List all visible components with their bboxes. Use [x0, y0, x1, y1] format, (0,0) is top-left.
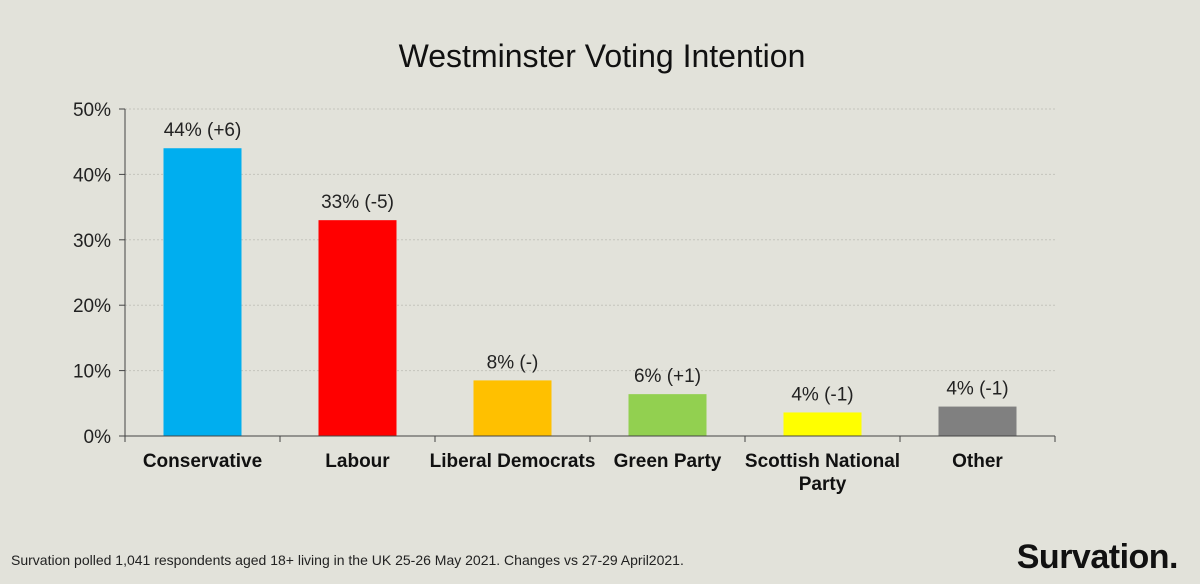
bar — [783, 412, 862, 436]
data-label: 6% (+1) — [634, 366, 701, 387]
bar — [163, 148, 242, 437]
category-label: Scottish National — [745, 451, 900, 472]
y-tick-label: 10% — [73, 362, 111, 383]
category-label: Green Party — [614, 451, 722, 472]
chart-title: Westminster Voting Intention — [399, 38, 806, 74]
data-label: 44% (+6) — [164, 120, 242, 141]
y-tick-label: 0% — [84, 427, 112, 448]
data-label: 4% (-1) — [791, 384, 853, 405]
data-label: 4% (-1) — [946, 379, 1008, 400]
bar — [318, 220, 397, 436]
gridlines — [125, 108, 1055, 372]
bar — [473, 380, 552, 436]
axes: 0% 10% 20% 30% 40% 50% Conservative Labour Liber… — [73, 100, 1056, 495]
data-label: 33% (-5) — [321, 192, 394, 213]
bar — [938, 406, 1017, 436]
data-label: 8% (-) — [487, 352, 539, 373]
category-label: Conservative — [143, 451, 262, 472]
category-label: Other — [952, 451, 1003, 472]
y-tick-label: 20% — [73, 296, 111, 317]
category-label: Party — [799, 474, 847, 495]
y-tick-label: 40% — [73, 165, 111, 186]
bar — [628, 394, 707, 436]
category-label: Liberal Democrats — [430, 451, 596, 472]
brand-logo: Survation. — [1016, 538, 1179, 576]
y-tick-label: 30% — [73, 231, 111, 252]
data-labels: 44% (+6) 33% (-5) 8% (-) 6% (+1) 4% (-1) 4% (… — [164, 120, 1009, 405]
category-label: Labour — [325, 451, 390, 472]
footer-note: Survation polled 1,041 respondents aged … — [11, 552, 684, 568]
y-tick-label: 50% — [73, 100, 111, 121]
bars — [163, 148, 1017, 437]
